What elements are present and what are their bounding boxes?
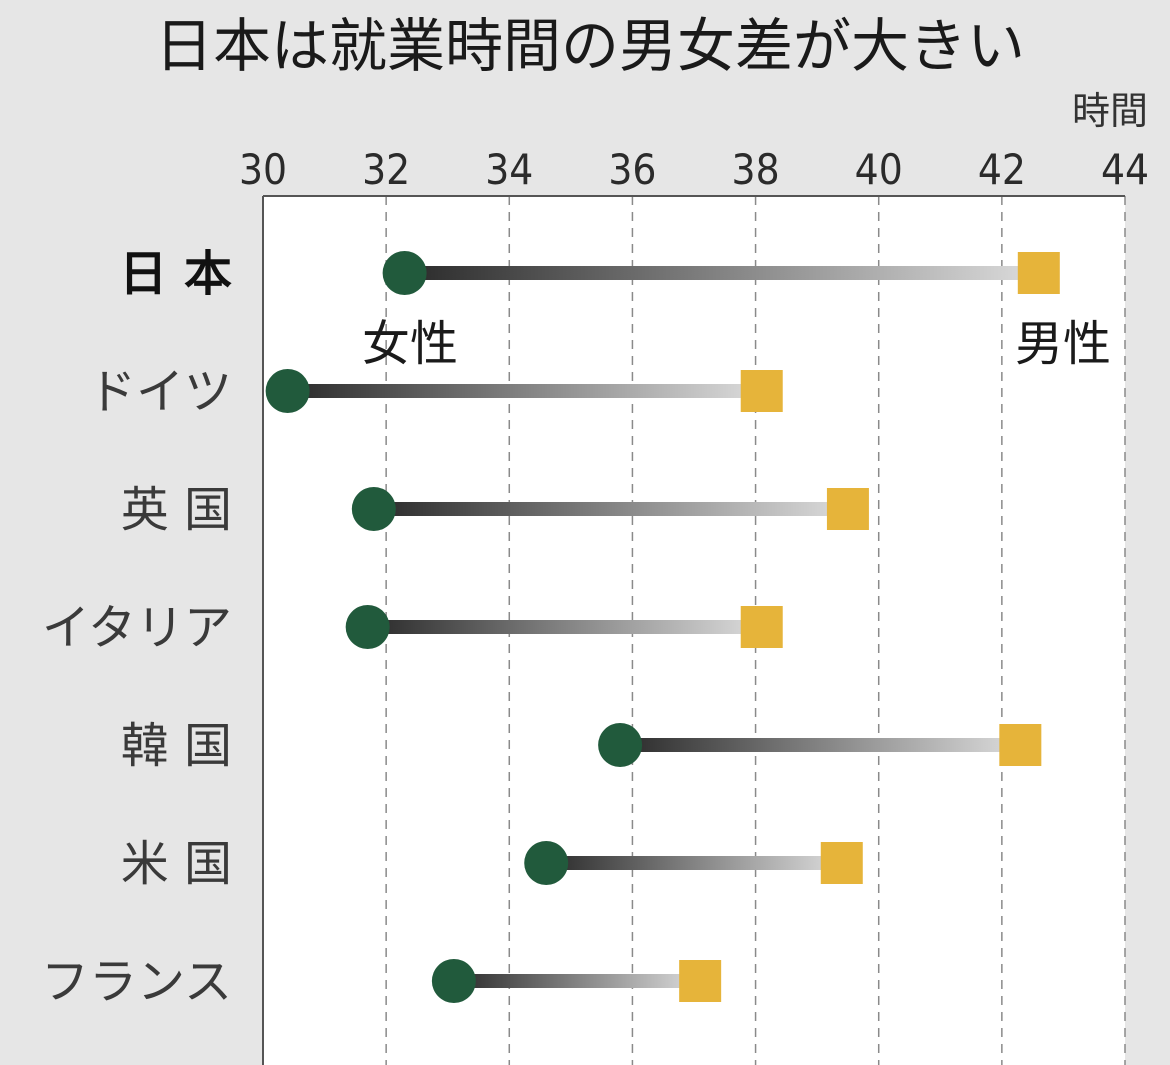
female-marker-5 [524,841,569,885]
tick-label-32: 32 [362,145,410,194]
female-marker-1 [265,369,310,413]
tick-label-42: 42 [978,145,1026,194]
x-axis-ticks: 30 32 34 36 38 40 42 44 [239,145,1149,194]
gap-bar-4 [620,738,1021,752]
data-marks [265,251,1060,1003]
tick-label-30: 30 [239,145,287,194]
female-marker-3 [345,605,390,649]
male-marker-6 [679,960,722,1002]
female-marker-0 [382,251,427,295]
legend-male: 男性 [1015,316,1111,372]
category-label-1: ドイツ [88,364,232,420]
gap-bar-0 [404,266,1039,280]
category-label-6: フランス [41,954,232,1010]
category-label-0: 日 本 [119,246,232,302]
male-marker-2 [826,488,869,530]
gap-bar-6 [453,974,701,988]
tick-label-44: 44 [1101,145,1149,194]
chart-title: 日本は就業時間の男女差が大きい [155,12,1025,80]
gap-bar-5 [546,856,842,870]
category-label-2: 英 国 [121,482,232,538]
tick-label-34: 34 [485,145,533,194]
gap-bar-2 [373,502,848,516]
female-marker-2 [351,487,396,531]
female-marker-6 [431,959,476,1003]
gap-bar-3 [367,620,762,634]
tick-label-38: 38 [732,145,780,194]
tick-label-36: 36 [608,145,656,194]
female-marker-4 [598,723,643,767]
tick-label-40: 40 [855,145,903,194]
male-marker-0 [1017,252,1060,294]
male-marker-5 [820,842,863,884]
male-marker-4 [999,724,1042,766]
male-marker-3 [740,606,783,648]
legend-female: 女性 [362,316,458,372]
category-label-4: 韓 国 [121,718,232,774]
category-label-5: 米 国 [121,836,232,892]
gap-bar-1 [287,384,762,398]
category-label-3: イタリア [42,600,232,656]
male-marker-1 [740,370,783,412]
unit-label: 時間 [1072,89,1148,133]
